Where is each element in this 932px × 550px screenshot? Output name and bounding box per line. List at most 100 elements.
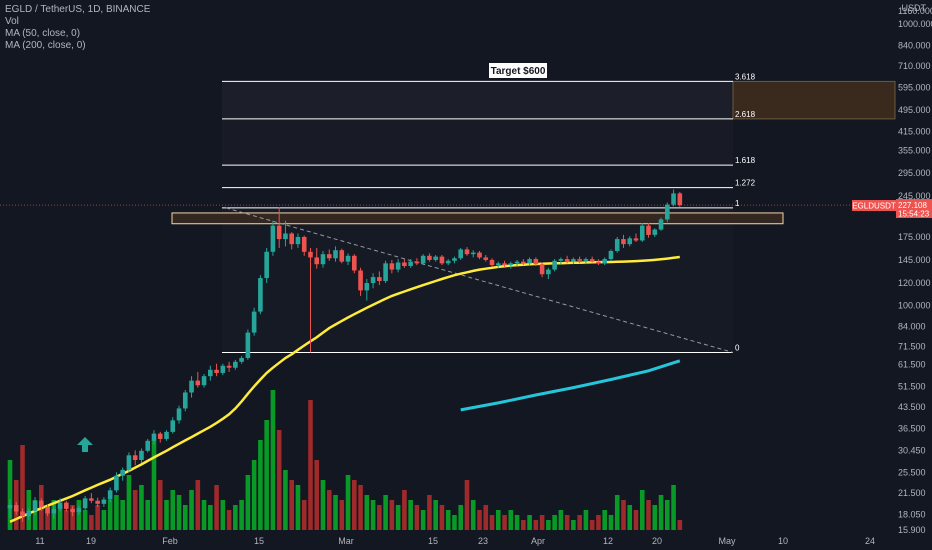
candle-body <box>164 431 169 439</box>
price-axis[interactable]: 1160.000 1000.000 840.000 710.000 595.000 495… <box>898 6 932 535</box>
candle <box>470 250 476 258</box>
y-tick-label: 61.500 <box>898 360 926 370</box>
volume-bar <box>201 500 207 530</box>
candle-body <box>201 376 207 386</box>
candle <box>264 247 269 284</box>
candle <box>176 405 182 424</box>
candle <box>477 250 482 260</box>
candle <box>251 307 257 336</box>
time-axis[interactable]: 11 19 Feb 15 Mar 15 23 Apr 12 20 May 10 24 <box>35 536 875 546</box>
candle <box>658 217 664 231</box>
candle <box>7 498 13 519</box>
legend-ma50[interactable]: MA (50, close, 0) <box>5 28 81 39</box>
volume-bar <box>20 445 25 530</box>
candle-body <box>571 259 576 262</box>
candle <box>114 472 119 493</box>
volume-bars <box>7 390 683 530</box>
candle-body <box>477 252 482 258</box>
price-badge[interactable]: EGLDUSDT 227.108 15:54:23 <box>852 199 932 219</box>
candle <box>571 257 576 265</box>
y-tick-label: 840.000 <box>898 40 931 50</box>
candle <box>57 498 63 512</box>
candle-body <box>533 259 539 265</box>
legend-vol[interactable]: Vol <box>5 16 19 27</box>
candle <box>602 257 607 266</box>
volume-bar <box>164 500 169 530</box>
candle-body <box>320 254 326 265</box>
candle <box>521 259 526 266</box>
fib-levels: 0 1 1.272 1.618 2.618 3.618 <box>222 72 756 353</box>
volume-bar <box>439 505 445 530</box>
candle-body <box>433 256 438 260</box>
volume-bar <box>514 515 520 530</box>
volume-bar <box>602 510 607 530</box>
candle-body <box>70 508 75 513</box>
candle-body <box>51 508 57 514</box>
volume-bar <box>139 485 144 530</box>
candle <box>276 207 282 248</box>
candle <box>76 505 82 515</box>
candle-body <box>120 469 125 476</box>
volume-bar <box>57 505 63 530</box>
candle-body <box>326 254 332 259</box>
x-tick-label: 24 <box>865 536 875 546</box>
candle-body <box>151 433 157 441</box>
candle-body <box>608 250 614 260</box>
candle-body <box>45 506 50 514</box>
candle-body <box>76 508 82 513</box>
volume-bar <box>270 390 276 530</box>
candle-body <box>276 225 282 240</box>
candle-body <box>639 225 645 241</box>
x-tick-label: 23 <box>478 536 488 546</box>
volume-bar <box>276 430 282 530</box>
volume-bar <box>220 500 226 530</box>
candle-body <box>7 505 13 509</box>
candle-body <box>270 225 276 252</box>
candle <box>295 233 301 248</box>
volume-bar <box>558 510 564 530</box>
x-tick-label: 12 <box>603 536 613 546</box>
volume-bar <box>301 500 307 530</box>
candle-body <box>495 263 501 266</box>
volume-bar <box>308 400 313 530</box>
candle <box>452 256 457 264</box>
candle-body <box>389 263 395 270</box>
volume-bar <box>245 475 251 530</box>
x-tick-label: May <box>718 536 736 546</box>
y-tick-label: 295.000 <box>898 168 931 178</box>
candle-body <box>539 264 545 275</box>
legend-ma200[interactable]: MA (200, close, 0) <box>5 40 86 51</box>
candle <box>39 498 44 511</box>
candle <box>408 259 413 268</box>
volume-bar <box>458 505 464 530</box>
candle-body <box>233 361 238 368</box>
candle-body <box>395 262 401 270</box>
candle-body <box>245 332 251 358</box>
volume-bar <box>495 510 501 530</box>
candle-body <box>671 193 676 205</box>
candle <box>89 493 94 504</box>
candle <box>539 262 545 278</box>
volume-bar <box>32 500 38 530</box>
symbol-title[interactable]: EGLD / TetherUS, 1D, BINANCE <box>5 4 151 15</box>
candle-body <box>114 475 119 491</box>
candle-body <box>308 251 313 258</box>
symbol-badge-bg <box>852 200 896 211</box>
candle <box>621 234 626 248</box>
candle <box>458 247 464 260</box>
candle-body <box>596 261 601 264</box>
candle-body <box>358 270 363 291</box>
volume-bar <box>452 515 457 530</box>
candle-body <box>420 255 426 264</box>
candle <box>652 228 658 237</box>
candle-body <box>258 278 263 312</box>
candle-body <box>107 490 113 500</box>
candle-body <box>489 259 495 266</box>
candle-body <box>402 262 407 266</box>
candle <box>614 236 620 253</box>
candle-body <box>527 259 532 264</box>
candle-body <box>502 263 507 266</box>
candle-body <box>126 455 132 470</box>
candle <box>64 500 69 512</box>
